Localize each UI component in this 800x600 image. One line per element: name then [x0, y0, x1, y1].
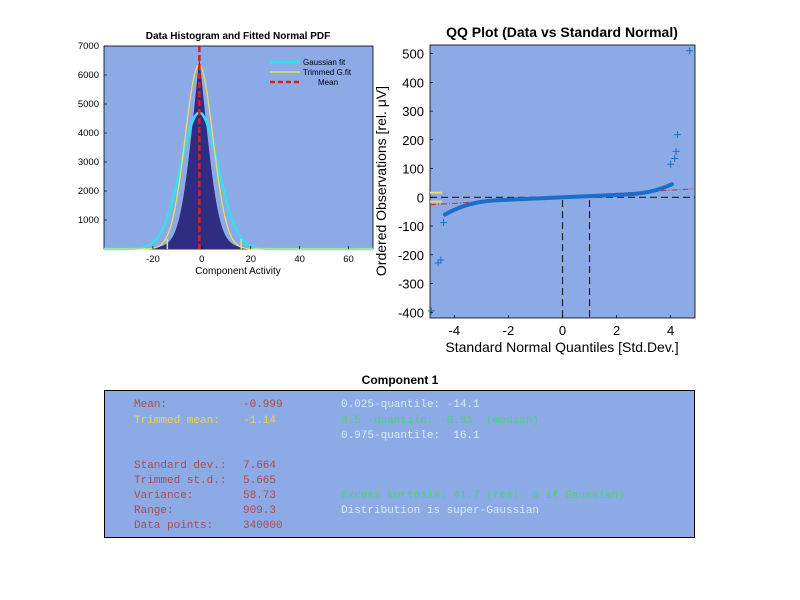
histogram-title: Data Histogram and Fitted Normal PDF [146, 31, 330, 42]
legend-trimmed-label: Trimmed G.fit [303, 68, 352, 77]
mean-label: Mean: [134, 399, 168, 411]
qq-ytick-label: 0 [417, 190, 424, 205]
qq-outlier-point [686, 47, 694, 55]
component-title: Component 1 [361, 373, 439, 387]
qq-outlier-point [673, 131, 681, 139]
qq-xtick-label: 0 [559, 323, 566, 338]
histogram-xtick-label: -20 [146, 254, 160, 265]
trimmed-mean-label: Trimmed mean: [134, 415, 220, 427]
histogram-ytick-label: 5000 [78, 99, 99, 110]
statistics-panel: Mean: -0.999 Trimmed mean: -1.14 0.025-q… [104, 390, 695, 538]
qq-outlier-point [437, 256, 445, 264]
histogram-ytick-label: 2000 [78, 186, 99, 197]
qq-ylabel: Ordered Observations [rel. μV] [373, 86, 389, 276]
qq-outlier-point [440, 219, 448, 227]
std-value: 7.664 [243, 460, 277, 472]
qq-outlier-point [667, 160, 675, 168]
trimmed-mean-value: -1.14 [243, 415, 277, 427]
qq-outlier-point [427, 307, 435, 315]
legend-gaussian-label: Gaussian fit [303, 58, 346, 67]
histogram-ytick-label: 1000 [78, 215, 99, 226]
qq-ytick-label: -200 [398, 248, 424, 263]
quantile-025: 0.025-quantile: -14.1 [341, 399, 480, 411]
qq-xtick-label: 2 [613, 323, 620, 338]
histogram-ytick-label: 6000 [78, 70, 99, 81]
histogram-xtick-label: 60 [343, 254, 354, 265]
range-label: Range: [134, 505, 174, 517]
histogram-ytick-label: 3000 [78, 157, 99, 168]
distribution-text: Distribution is super-Gaussian [341, 505, 540, 517]
qq-ytick-label: -300 [398, 277, 424, 292]
legend-mean-label: Mean [318, 78, 338, 87]
range-value: 909.3 [243, 505, 277, 517]
variance-label: Variance: [134, 490, 194, 502]
qq-ytick-label: -100 [398, 219, 424, 234]
trimmed-std-value: 5.665 [243, 475, 277, 487]
quantile-median: 0.5 -quantile: -0.81 (median) [341, 415, 540, 427]
kurtosis-text: Excess kurtosis: 41.7 (real: 0 if Gaussi… [341, 490, 625, 502]
qq-chart: -4 -2 0 2 4-400-300-200-1000100200300400500 … [373, 24, 696, 355]
histogram-ytick-label: 4000 [78, 128, 99, 139]
histogram-xlabel: Component Activity [195, 266, 281, 277]
qq-ytick-label: 300 [402, 104, 424, 119]
mean-value: -0.999 [243, 399, 283, 411]
qq-plot-area [429, 44, 696, 319]
std-label: Standard dev.: [134, 460, 227, 472]
histogram-chart: -20 0 20 40 60 1000 2000 3000 4000 5000 6000 7000 D… [78, 31, 374, 277]
qq-title: QQ Plot (Data vs Standard Normal) [446, 24, 678, 40]
qq-xtick-label: 4 [667, 323, 674, 338]
trimmed-fit-line [104, 64, 373, 250]
histogram-xtick-label: 0 [199, 254, 204, 265]
qq-ytick-label: -400 [398, 305, 424, 320]
data-points-label: Data points: [134, 520, 214, 532]
qq-outlier-point [672, 147, 680, 155]
histogram-xtick-label: 40 [294, 254, 305, 265]
data-points-value: 340000 [243, 520, 283, 532]
qq-xtick-label: -2 [503, 323, 515, 338]
histogram-plot-area [103, 45, 374, 250]
qq-ytick-label: 200 [402, 133, 424, 148]
quantile-975: 0.975-quantile: 16.1 [341, 430, 480, 442]
variance-value: 58.73 [243, 490, 277, 502]
histogram-legend: Gaussian fit Trimmed G.fit Mean [270, 58, 352, 87]
qq-outlier-point [671, 155, 679, 163]
qq-data-curve [442, 182, 675, 217]
histogram-ytick-label: 7000 [78, 41, 99, 52]
qq-ytick-label: 100 [402, 162, 424, 177]
histogram-xtick-label: 20 [245, 254, 256, 265]
qq-ytick-label: 400 [402, 75, 424, 90]
qq-ytick-label: 500 [402, 47, 424, 62]
trimmed-std-label: Trimmed st.d.: [134, 475, 227, 487]
qq-xtick-label: -4 [449, 323, 461, 338]
qq-xlabel: Standard Normal Quantiles [Std.Dev.] [445, 339, 678, 355]
